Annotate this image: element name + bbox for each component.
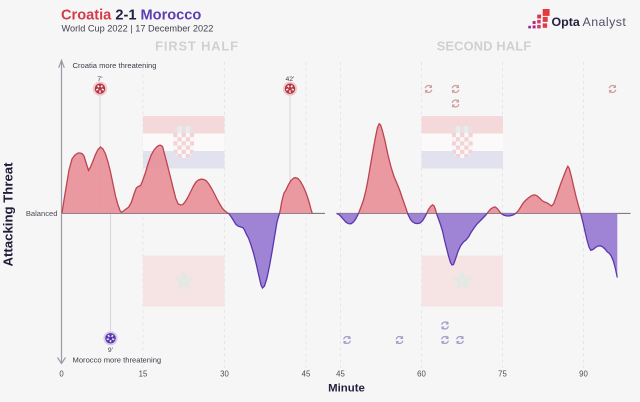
svg-text:Opta: Opta — [552, 15, 580, 29]
svg-text:30: 30 — [220, 370, 229, 379]
svg-text:90: 90 — [579, 370, 588, 379]
svg-text:Croatia more threatening: Croatia more threatening — [73, 61, 157, 70]
svg-text:Croatia 2-1 Morocco: Croatia 2-1 Morocco — [61, 8, 201, 24]
svg-text:7’: 7’ — [97, 76, 103, 83]
svg-text:42’: 42’ — [285, 76, 295, 83]
svg-text:SECOND HALF: SECOND HALF — [437, 39, 532, 54]
svg-text:Analyst: Analyst — [583, 15, 627, 29]
svg-text:Attacking Threat: Attacking Threat — [1, 162, 16, 267]
svg-text:FIRST HALF: FIRST HALF — [155, 39, 239, 54]
svg-text:45: 45 — [336, 370, 345, 379]
svg-text:9’: 9’ — [108, 347, 114, 354]
svg-text:75: 75 — [498, 370, 507, 379]
svg-text:Minute: Minute — [328, 383, 365, 395]
svg-text:15: 15 — [139, 370, 148, 379]
svg-text:0: 0 — [59, 370, 64, 379]
svg-text:Balanced: Balanced — [26, 209, 58, 218]
svg-text:World Cup 2022 | 17 December 2: World Cup 2022 | 17 December 2022 — [62, 24, 214, 34]
svg-text:Morocco more threatening: Morocco more threatening — [73, 356, 162, 365]
svg-text:45: 45 — [302, 370, 311, 379]
svg-text:60: 60 — [417, 370, 426, 379]
